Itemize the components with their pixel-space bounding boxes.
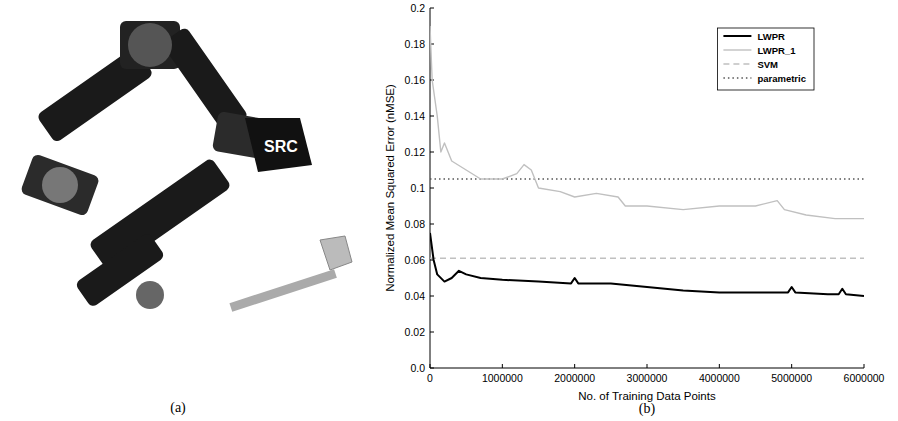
hammer-handle [229,269,336,312]
y-tick-label: 0.02 [405,326,426,338]
x-tick-label: 4000000 [699,372,740,384]
y-tick [430,152,434,153]
x-tick [647,364,648,368]
logo-text: SRC [264,138,298,155]
legend-box [717,28,814,90]
legend-label: LWPR_1 [757,45,796,56]
y-tick-label: 0.12 [405,146,426,158]
y-tick [430,188,434,189]
y-tick-label: 0.16 [405,74,426,86]
robot-part [20,153,100,216]
y-tick-label: 0.2 [410,2,425,14]
robot-part [75,232,166,308]
legend-label: LWPR [757,31,785,42]
x-tick [864,364,865,368]
x-tick-label: 5000000 [771,372,812,384]
x-tick-label: 6000000 [844,372,885,384]
y-tick-label: 0.18 [405,38,426,50]
figure: SRC (a) 0 1000000 2000000 3000000 4000000 50000… [0,0,898,421]
x-tick [791,364,792,368]
panel-label: (a) [170,400,186,416]
series-line [430,233,864,296]
y-tick [430,332,434,333]
legend-swatch [723,35,751,37]
y-axis-title: Normalized Mean Squared Error (nMSE) [384,84,396,292]
y-tick-label: 0.06 [405,254,426,266]
robot-joint [136,281,164,309]
legend-swatch [723,63,751,64]
legend-swatch [723,49,751,50]
y-tick-label: 0.14 [405,110,426,122]
x-tick [574,364,575,368]
series-line [430,26,864,219]
series-line [430,258,864,259]
y-tick [430,8,434,9]
robot-part [120,21,180,69]
x-tick-label: 2000000 [554,372,595,384]
x-tick [430,364,431,368]
x-tick [502,364,503,368]
robot-joint [42,167,78,203]
legend-label: SVM [757,59,778,70]
y-tick [430,296,434,297]
y-tick [430,116,434,117]
legend-swatch [723,77,751,78]
robot-joint [128,23,172,67]
x-tick-label: 1000000 [482,372,523,384]
logo-plate [245,118,312,172]
panel-label: (b) [639,401,656,417]
y-tick [430,368,434,369]
y-tick-label: 0.04 [405,290,426,302]
plot-lines [430,26,864,296]
y-tick [430,224,434,225]
x-tick [719,364,720,368]
x-tick-label: 0 [427,372,433,384]
x-tick-label: 3000000 [627,372,668,384]
y-tick-label: 0.0 [410,362,425,374]
axes: 0 1000000 2000000 3000000 4000000 5000000 6000… [405,2,885,384]
hammer-head [320,236,352,270]
robot-photo: SRC [20,21,352,312]
y-tick-label: 0.08 [405,218,426,230]
legend: LWPR LWPR_1 SVM parametric [717,28,814,90]
y-tick-label: 0.1 [410,182,425,194]
legend-label: parametric [757,73,806,84]
